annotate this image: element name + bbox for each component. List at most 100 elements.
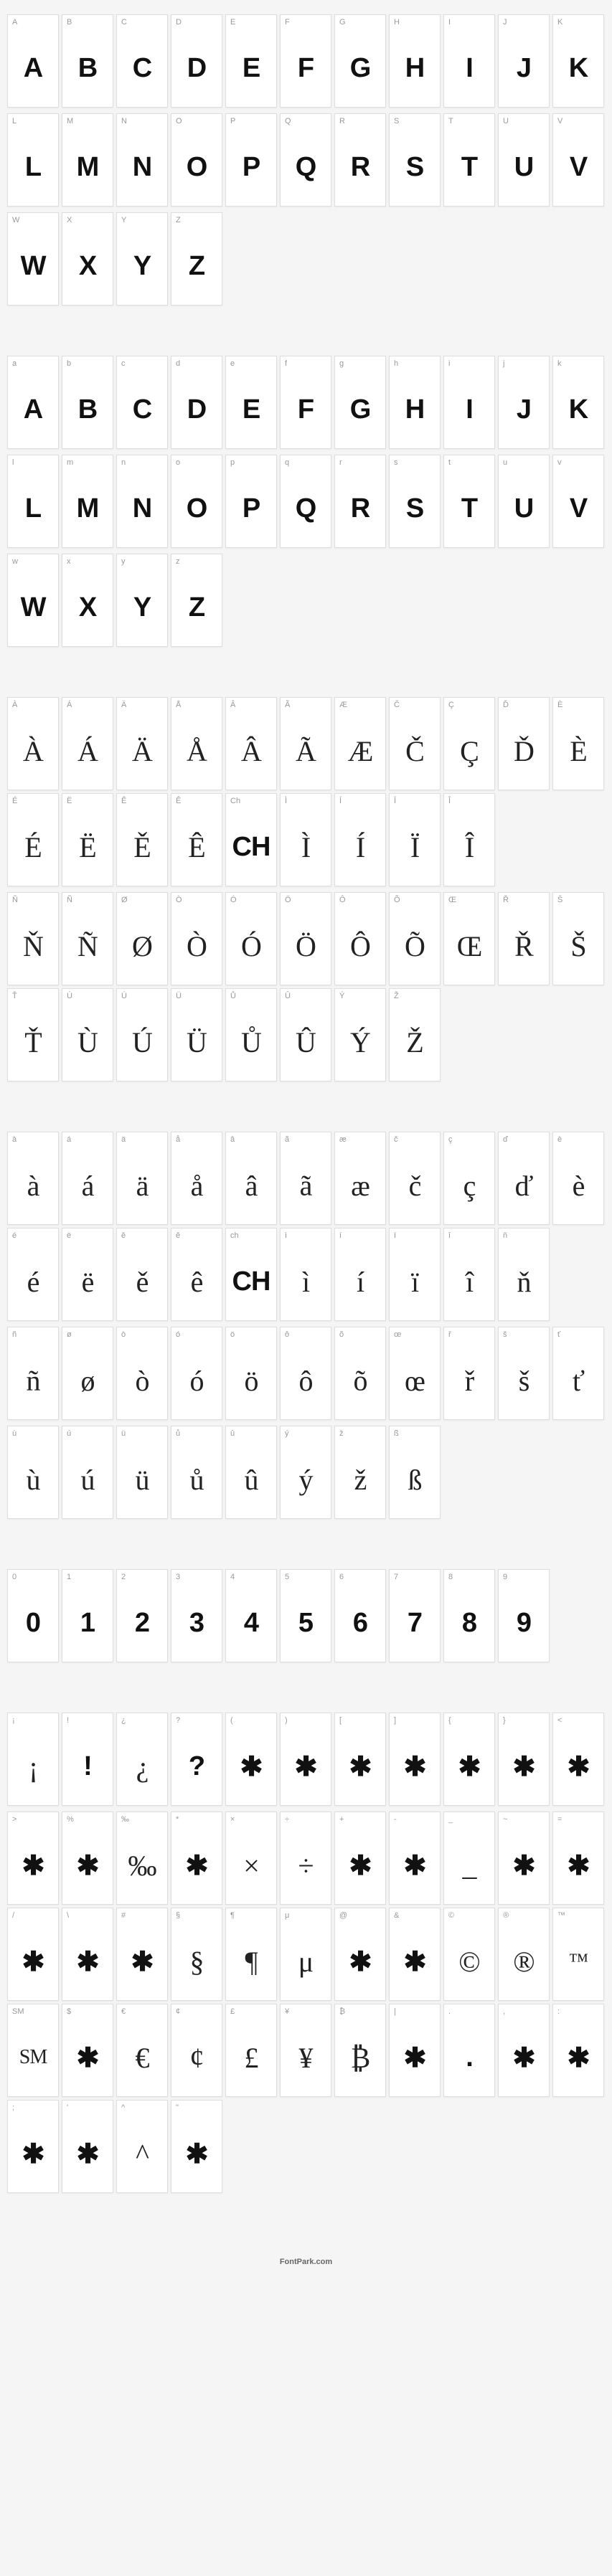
char-label: Ù bbox=[62, 989, 113, 1003]
char-cell: (✱ bbox=[225, 1713, 277, 1806]
char-cell: ËË bbox=[62, 793, 113, 886]
char-cell: CC bbox=[116, 14, 168, 108]
char-glyph: ì bbox=[281, 1243, 331, 1320]
char-glyph: . bbox=[444, 2019, 494, 2096]
char-label: Ç bbox=[444, 698, 494, 712]
char-label: SM bbox=[8, 2004, 58, 2019]
char-cell: zZ bbox=[171, 554, 222, 647]
section-accented-lower: ààááääååââããææččççďďèèééëëěěêêchCHììííïï… bbox=[7, 1132, 605, 1519]
char-glyph: ó bbox=[171, 1342, 222, 1419]
char-label: - bbox=[390, 1812, 440, 1827]
char-glyph: ! bbox=[62, 1728, 113, 1805]
char-cell: ‰‰ bbox=[116, 1812, 168, 1905]
char-glyph: ñ bbox=[8, 1342, 58, 1419]
char-glyph: Ě bbox=[117, 808, 167, 886]
char-label: ü bbox=[117, 1426, 167, 1441]
char-glyph: M bbox=[62, 128, 113, 206]
char-glyph: ✱ bbox=[553, 2019, 603, 2096]
footer-attribution: FontPark.com bbox=[7, 2243, 605, 2270]
char-glyph: B bbox=[62, 29, 113, 107]
char-cell: |✱ bbox=[389, 2004, 441, 2097]
char-glyph: D bbox=[171, 29, 222, 107]
char-label: ¶ bbox=[226, 1908, 276, 1923]
char-label: Ď bbox=[499, 698, 549, 712]
char-glyph: Y bbox=[117, 569, 167, 646]
char-cell: $✱ bbox=[62, 2004, 113, 2097]
char-label: b bbox=[62, 356, 113, 371]
char-label: O bbox=[171, 114, 222, 128]
char-cell: ¡¡ bbox=[7, 1713, 59, 1806]
char-glyph: É bbox=[8, 808, 58, 886]
char-glyph: œ bbox=[390, 1342, 440, 1419]
char-cell: 66 bbox=[334, 1569, 386, 1662]
char-glyph: F bbox=[281, 371, 331, 448]
char-cell: __ bbox=[443, 1812, 495, 1905]
char-glyph: Q bbox=[281, 470, 331, 547]
char-label: Î bbox=[444, 794, 494, 808]
char-label: Í bbox=[335, 794, 385, 808]
char-glyph: E bbox=[226, 29, 276, 107]
char-cell: ÙÙ bbox=[62, 988, 113, 1081]
char-glyph: Ê bbox=[171, 808, 222, 886]
char-label: F bbox=[281, 15, 331, 29]
char-cell: ÒÒ bbox=[171, 892, 222, 985]
char-label: Ň bbox=[8, 893, 58, 907]
char-glyph: ✱ bbox=[226, 1728, 276, 1805]
char-cell: QQ bbox=[280, 113, 331, 207]
char-glyph: Ň bbox=[8, 907, 58, 985]
char-cell: xX bbox=[62, 554, 113, 647]
char-cell: ¥¥ bbox=[280, 2004, 331, 2097]
char-label: å bbox=[171, 1132, 222, 1147]
char-glyph: ™ bbox=[553, 1923, 603, 2000]
char-label: ® bbox=[499, 1908, 549, 1923]
char-label: < bbox=[553, 1713, 603, 1728]
char-label: ÷ bbox=[281, 1812, 331, 1827]
char-label: Ö bbox=[281, 893, 331, 907]
char-label: 0 bbox=[8, 1570, 58, 1584]
char-glyph: ¥ bbox=[281, 2019, 331, 2096]
char-glyph: ✱ bbox=[444, 1728, 494, 1805]
char-glyph: Ó bbox=[226, 907, 276, 985]
char-glyph: J bbox=[499, 29, 549, 107]
char-cell: ÁÁ bbox=[62, 697, 113, 790]
char-label: r bbox=[335, 455, 385, 470]
char-label: ú bbox=[62, 1426, 113, 1441]
char-cell: 22 bbox=[116, 1569, 168, 1662]
char-cell: ää bbox=[116, 1132, 168, 1225]
char-glyph: Ž bbox=[390, 1003, 440, 1081]
char-cell: ;✱ bbox=[7, 2100, 59, 2193]
char-cell: ÔÔ bbox=[334, 892, 386, 985]
char-glyph: F bbox=[281, 29, 331, 107]
char-label: á bbox=[62, 1132, 113, 1147]
char-cell: +✱ bbox=[334, 1812, 386, 1905]
char-cell: lL bbox=[7, 455, 59, 548]
char-cell: %✱ bbox=[62, 1812, 113, 1905]
char-glyph: I bbox=[444, 29, 494, 107]
char-cell: ChCH bbox=[225, 793, 277, 886]
char-glyph: I bbox=[444, 371, 494, 448]
char-cell: ÛÛ bbox=[280, 988, 331, 1081]
char-glyph: ž bbox=[335, 1441, 385, 1518]
char-label: Z bbox=[171, 213, 222, 227]
char-label: Ø bbox=[117, 893, 167, 907]
char-cell: -✱ bbox=[389, 1812, 441, 1905]
char-glyph: N bbox=[117, 128, 167, 206]
char-cell: @✱ bbox=[334, 1908, 386, 2001]
char-label: ; bbox=[8, 2101, 58, 2115]
char-cell: ÏÏ bbox=[389, 793, 441, 886]
char-cell: ÇÇ bbox=[443, 697, 495, 790]
char-label: æ bbox=[335, 1132, 385, 1147]
char-cell: ýý bbox=[280, 1426, 331, 1519]
char-glyph: 7 bbox=[390, 1584, 440, 1662]
char-glyph: Ø bbox=[117, 907, 167, 985]
char-glyph: ü bbox=[117, 1441, 167, 1518]
char-glyph: 4 bbox=[226, 1584, 276, 1662]
char-cell: chCH bbox=[225, 1228, 277, 1321]
char-glyph: ✱ bbox=[62, 1923, 113, 2000]
char-glyph: Ř bbox=[499, 907, 549, 985]
char-glyph: Ñ bbox=[62, 907, 113, 985]
char-label: Ch bbox=[226, 794, 276, 808]
char-cell: ]✱ bbox=[389, 1713, 441, 1806]
char-glyph: ✱ bbox=[8, 1827, 58, 1904]
char-label: © bbox=[444, 1908, 494, 1923]
